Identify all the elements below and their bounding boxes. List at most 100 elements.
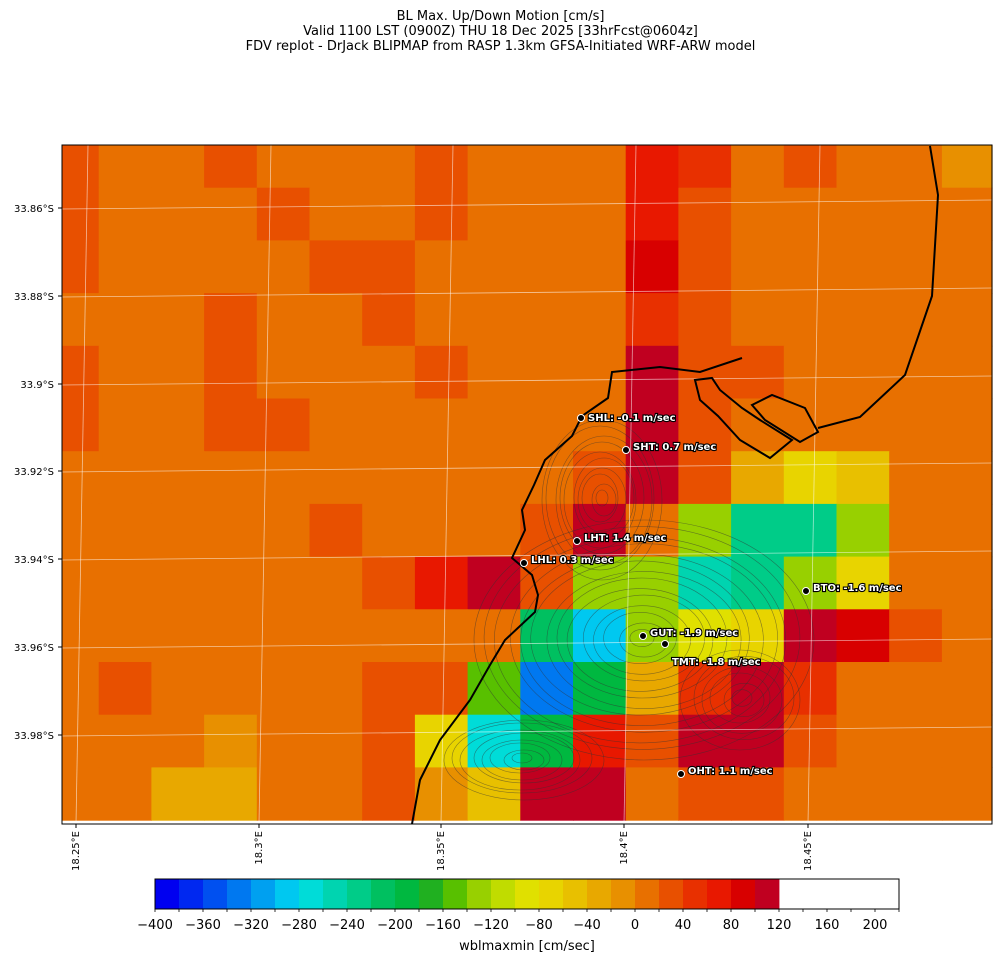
grid-cell xyxy=(889,556,943,610)
grid-cell xyxy=(414,714,469,768)
grid-cell xyxy=(467,145,521,189)
grid-cell xyxy=(731,503,785,558)
grid-cell xyxy=(941,398,993,452)
grid-cell xyxy=(362,398,416,452)
grid-cell xyxy=(889,503,943,558)
latitude-gridline xyxy=(61,726,993,737)
colorbar-swatch xyxy=(491,879,516,909)
grid-cell xyxy=(836,398,890,452)
grid-cell xyxy=(520,345,574,400)
grid-cell xyxy=(783,451,838,505)
longitude-gridline xyxy=(75,144,89,825)
colorbar-tick-label: 80 xyxy=(723,918,740,933)
station-label: LHL: 0.3 m/sec xyxy=(531,555,614,566)
grid-cell xyxy=(151,503,205,558)
contour-line xyxy=(546,571,742,709)
contour-line xyxy=(731,689,753,707)
colorbar-swatch xyxy=(179,879,204,909)
grid-cell xyxy=(678,145,732,189)
grid-cell xyxy=(731,451,785,505)
colorbar-tick-label: −240 xyxy=(329,918,365,933)
grid-cell xyxy=(783,609,838,663)
grid-cell xyxy=(941,609,993,663)
colorbar-swatch xyxy=(155,879,180,909)
grid-cell xyxy=(678,451,732,505)
longitude-gridline xyxy=(623,144,637,825)
grid-cell xyxy=(151,662,205,716)
grid-cell xyxy=(151,187,205,241)
colorbar-swatch xyxy=(371,879,396,909)
colorbar-swatch xyxy=(683,879,708,909)
grid-cell xyxy=(62,398,100,452)
contour-line xyxy=(493,536,786,744)
contour-line xyxy=(473,519,815,761)
colorbar-swatch xyxy=(539,879,564,909)
grid-cell xyxy=(678,293,732,347)
grid-cell xyxy=(625,556,679,610)
grid-cell xyxy=(98,503,152,558)
contour-line xyxy=(459,729,581,791)
colorbar-tick-label: −120 xyxy=(473,918,509,933)
grid-cell xyxy=(309,240,363,294)
colorbar-swatch xyxy=(659,879,684,909)
grid-cell xyxy=(98,714,152,768)
grid-cell xyxy=(836,240,890,294)
grid-cell xyxy=(889,767,943,821)
grid-cell xyxy=(836,714,890,768)
chart-title-line-2: Valid 1100 LST (0900Z) THU 18 Dec 2025 [… xyxy=(303,24,698,39)
coastline-segment xyxy=(693,376,794,460)
grid-cell xyxy=(62,714,100,768)
grid-cell xyxy=(573,345,627,400)
grid-cell xyxy=(889,145,943,189)
grid-cell xyxy=(151,714,205,768)
grid-cell xyxy=(573,145,627,189)
station-label: SHT: 0.7 m/sec xyxy=(633,442,716,453)
coastline xyxy=(411,145,940,825)
contour-line xyxy=(709,672,771,724)
colorbar-swatch xyxy=(203,879,228,909)
grid-cell xyxy=(98,451,152,505)
grid-cell xyxy=(836,293,890,347)
grid-cell xyxy=(414,187,469,241)
latitude-tick-label: 33.96°S xyxy=(14,643,54,654)
contour-line xyxy=(629,629,655,647)
longitude-gridline xyxy=(807,144,821,825)
grid-cell xyxy=(625,145,679,189)
contour-line xyxy=(591,483,617,517)
grid-cell xyxy=(889,398,943,452)
grid-cell xyxy=(256,240,311,294)
grid-cell xyxy=(62,293,100,347)
station-label: TMT: -1.8 m/sec xyxy=(672,657,761,668)
grid-cell xyxy=(256,145,311,189)
grid-cell xyxy=(678,609,732,663)
grid-cell xyxy=(98,187,152,241)
grid-cell xyxy=(62,145,100,189)
colorbar-swatch xyxy=(611,879,636,909)
grid-cell xyxy=(731,345,785,400)
contour-line xyxy=(563,451,637,549)
colorbar: −400 −360 −320 −280 −240 −200 −160 −120 −80 −40 0 4… xyxy=(137,878,900,954)
longitude-gridline xyxy=(440,144,454,825)
grid-cell xyxy=(309,714,363,768)
grid-cell xyxy=(731,767,785,821)
grid-cell xyxy=(573,609,627,663)
station-marker xyxy=(661,640,669,648)
grid-cell xyxy=(151,240,205,294)
station-marker xyxy=(802,587,810,595)
grid-cell xyxy=(625,293,679,347)
latitude-tick-label: 33.98°S xyxy=(14,731,54,742)
grid-cell xyxy=(467,398,521,452)
terrain-contours xyxy=(443,419,815,801)
grid-cell xyxy=(151,293,205,347)
grid-cell xyxy=(151,556,205,610)
station-markers: SHL: -0.1 m/sec SHT: 0.7 m/sec LHT: 1.4 m/… xyxy=(520,412,903,778)
grid-cell xyxy=(204,767,258,821)
grid-cell xyxy=(204,714,258,768)
grid-cell xyxy=(889,662,943,716)
grid-cell xyxy=(520,556,574,610)
grid-cell xyxy=(204,451,258,505)
grid-cell xyxy=(520,240,574,294)
colorbar-swatch xyxy=(731,879,756,909)
grid-cell xyxy=(573,293,627,347)
colorbar-tick-label: −40 xyxy=(573,918,600,933)
